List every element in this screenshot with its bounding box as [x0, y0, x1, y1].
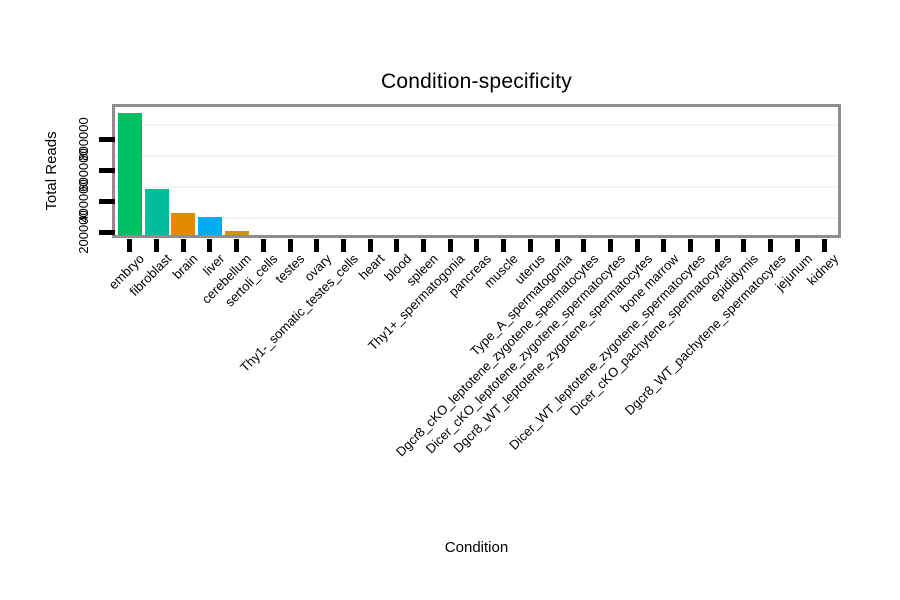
x-axis-tick — [260, 239, 266, 252]
gridline — [115, 216, 838, 219]
bar — [197, 217, 222, 235]
x-axis-tick — [127, 239, 133, 252]
x-axis-tick — [634, 239, 640, 252]
chart-title: Condition-specificity — [381, 70, 572, 93]
gridline — [115, 154, 838, 157]
x-tick-label: testes — [272, 251, 308, 287]
x-axis-label: Condition — [444, 539, 509, 556]
x-axis-tick — [607, 239, 613, 252]
x-axis-tick — [447, 239, 453, 252]
x-axis-tick — [154, 239, 159, 252]
y-axis-tick — [99, 168, 115, 173]
x-tick-label: brain — [169, 251, 201, 283]
bar — [144, 188, 169, 235]
bar — [117, 113, 142, 235]
x-axis-tick — [421, 239, 426, 252]
x-axis-tick — [794, 239, 800, 252]
gridline — [115, 123, 838, 126]
y-axis-tick — [99, 230, 115, 235]
bar — [171, 213, 196, 235]
x-axis-tick — [581, 239, 587, 252]
x-axis-tick — [714, 239, 720, 252]
x-axis-tick — [554, 239, 560, 252]
x-axis-tick — [180, 239, 186, 252]
plot-area — [112, 104, 841, 238]
bar — [224, 231, 249, 235]
y-axis-label: Total Reads — [43, 131, 60, 211]
x-axis-tick — [474, 239, 480, 252]
y-axis-tick — [99, 199, 115, 204]
x-axis-tick — [367, 239, 373, 252]
x-axis-tick — [501, 239, 507, 252]
x-axis-tick — [527, 239, 533, 252]
x-axis-tick — [287, 239, 293, 252]
x-axis-tick — [394, 239, 400, 252]
x-axis-tick — [314, 239, 320, 252]
x-axis-tick — [768, 239, 774, 252]
x-axis-tick — [741, 239, 747, 252]
x-axis-tick — [207, 239, 213, 252]
x-axis-tick — [340, 239, 346, 252]
x-axis-tick — [688, 239, 693, 252]
y-tick-label: 800000 — [76, 117, 91, 161]
x-tick-label: heart — [356, 251, 388, 283]
gridline — [115, 185, 838, 188]
y-axis-tick — [99, 137, 115, 142]
x-axis-tick — [234, 239, 240, 252]
x-axis-tick — [821, 239, 827, 252]
x-axis-tick — [661, 239, 667, 252]
